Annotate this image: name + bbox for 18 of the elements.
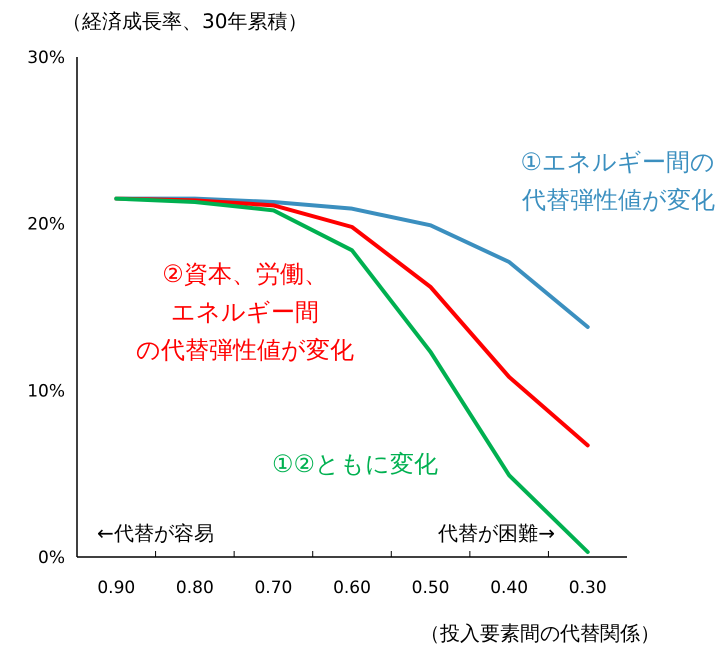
series-label: ①②ともに変化 — [272, 450, 438, 478]
x-tick-label: 0.40 — [490, 578, 528, 598]
series-label: ②資本、労働、エネルギー間の代替弾性値が変化 — [136, 260, 354, 364]
x-tick-label: 0.30 — [568, 578, 607, 598]
x-axis-title: （投入要素間の代替関係） — [420, 621, 660, 645]
x-tick-label: 0.80 — [176, 578, 214, 598]
x-tick-label: 0.50 — [412, 578, 450, 598]
x-tick-label: 0.70 — [254, 578, 292, 598]
x-tick-label: 0.90 — [97, 578, 136, 598]
annotation: ←代替が容易 — [97, 521, 214, 545]
x-tick-label: 0.60 — [333, 578, 371, 598]
y-axis-title: （経済成長率、30年累積） — [62, 9, 308, 33]
y-tick-label: 0% — [38, 548, 65, 568]
y-tick-label: 10% — [27, 381, 65, 402]
text: ①エネルギー間の代替弾性値が変化 — [520, 148, 715, 214]
annotation: 代替が困難→ — [437, 521, 555, 545]
y-tick-label: 20% — [27, 214, 65, 235]
y-tick-label: 30% — [27, 48, 65, 68]
